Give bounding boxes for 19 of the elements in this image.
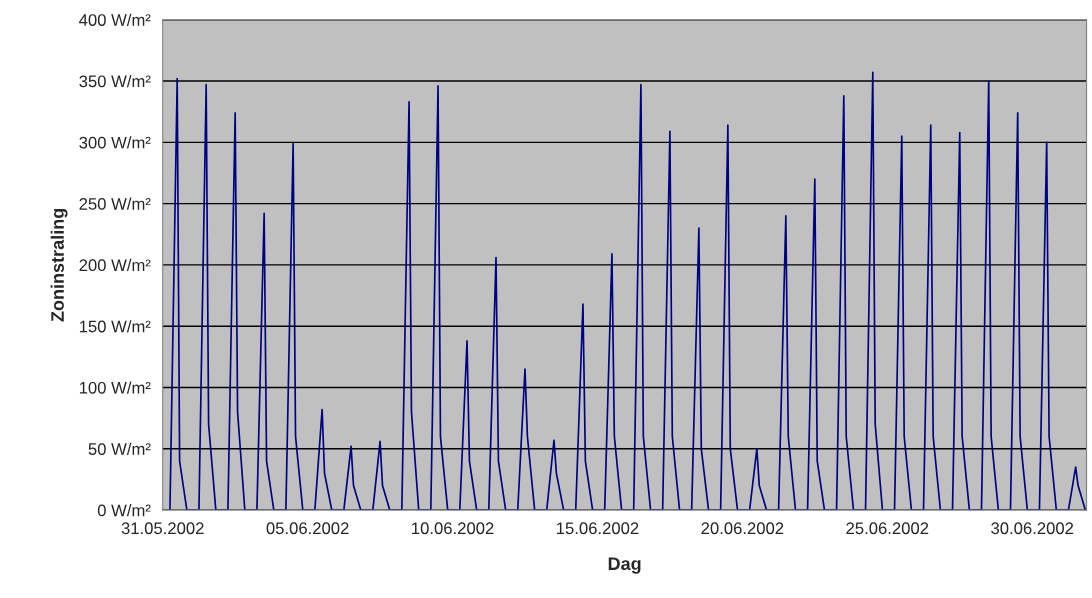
- x-axis-title: Dag: [608, 557, 641, 574]
- y-tick-label: 0 W/m²: [97, 504, 151, 517]
- y-tick-label: 400 W/m²: [79, 13, 151, 26]
- y-tick-label: 50 W/m²: [88, 442, 151, 455]
- line-series: [169, 71, 1087, 511]
- y-axis-title: Zoninstraling: [50, 208, 68, 322]
- y-tick-label: 250 W/m²: [79, 197, 151, 210]
- x-tick-label: 15.06.2002: [557, 522, 639, 535]
- x-tick-label: 30.06.2002: [991, 522, 1074, 535]
- y-tick-label: 150 W/m²: [79, 320, 151, 333]
- y-tick-label: 200 W/m²: [79, 258, 151, 272]
- x-tick-label: 20.06.2002: [701, 522, 784, 535]
- x-tick-label: 05.06.2002: [266, 522, 349, 535]
- x-tick-label: 31.05.2002: [121, 522, 204, 535]
- x-tick-label: 25.06.2002: [846, 522, 929, 535]
- y-tick-label: 100 W/m²: [79, 381, 151, 394]
- y-tick-label: 350 W/m²: [79, 74, 151, 88]
- y-tick-label: 300 W/m²: [79, 136, 151, 149]
- x-tick-label: 10.06.2002: [412, 522, 494, 535]
